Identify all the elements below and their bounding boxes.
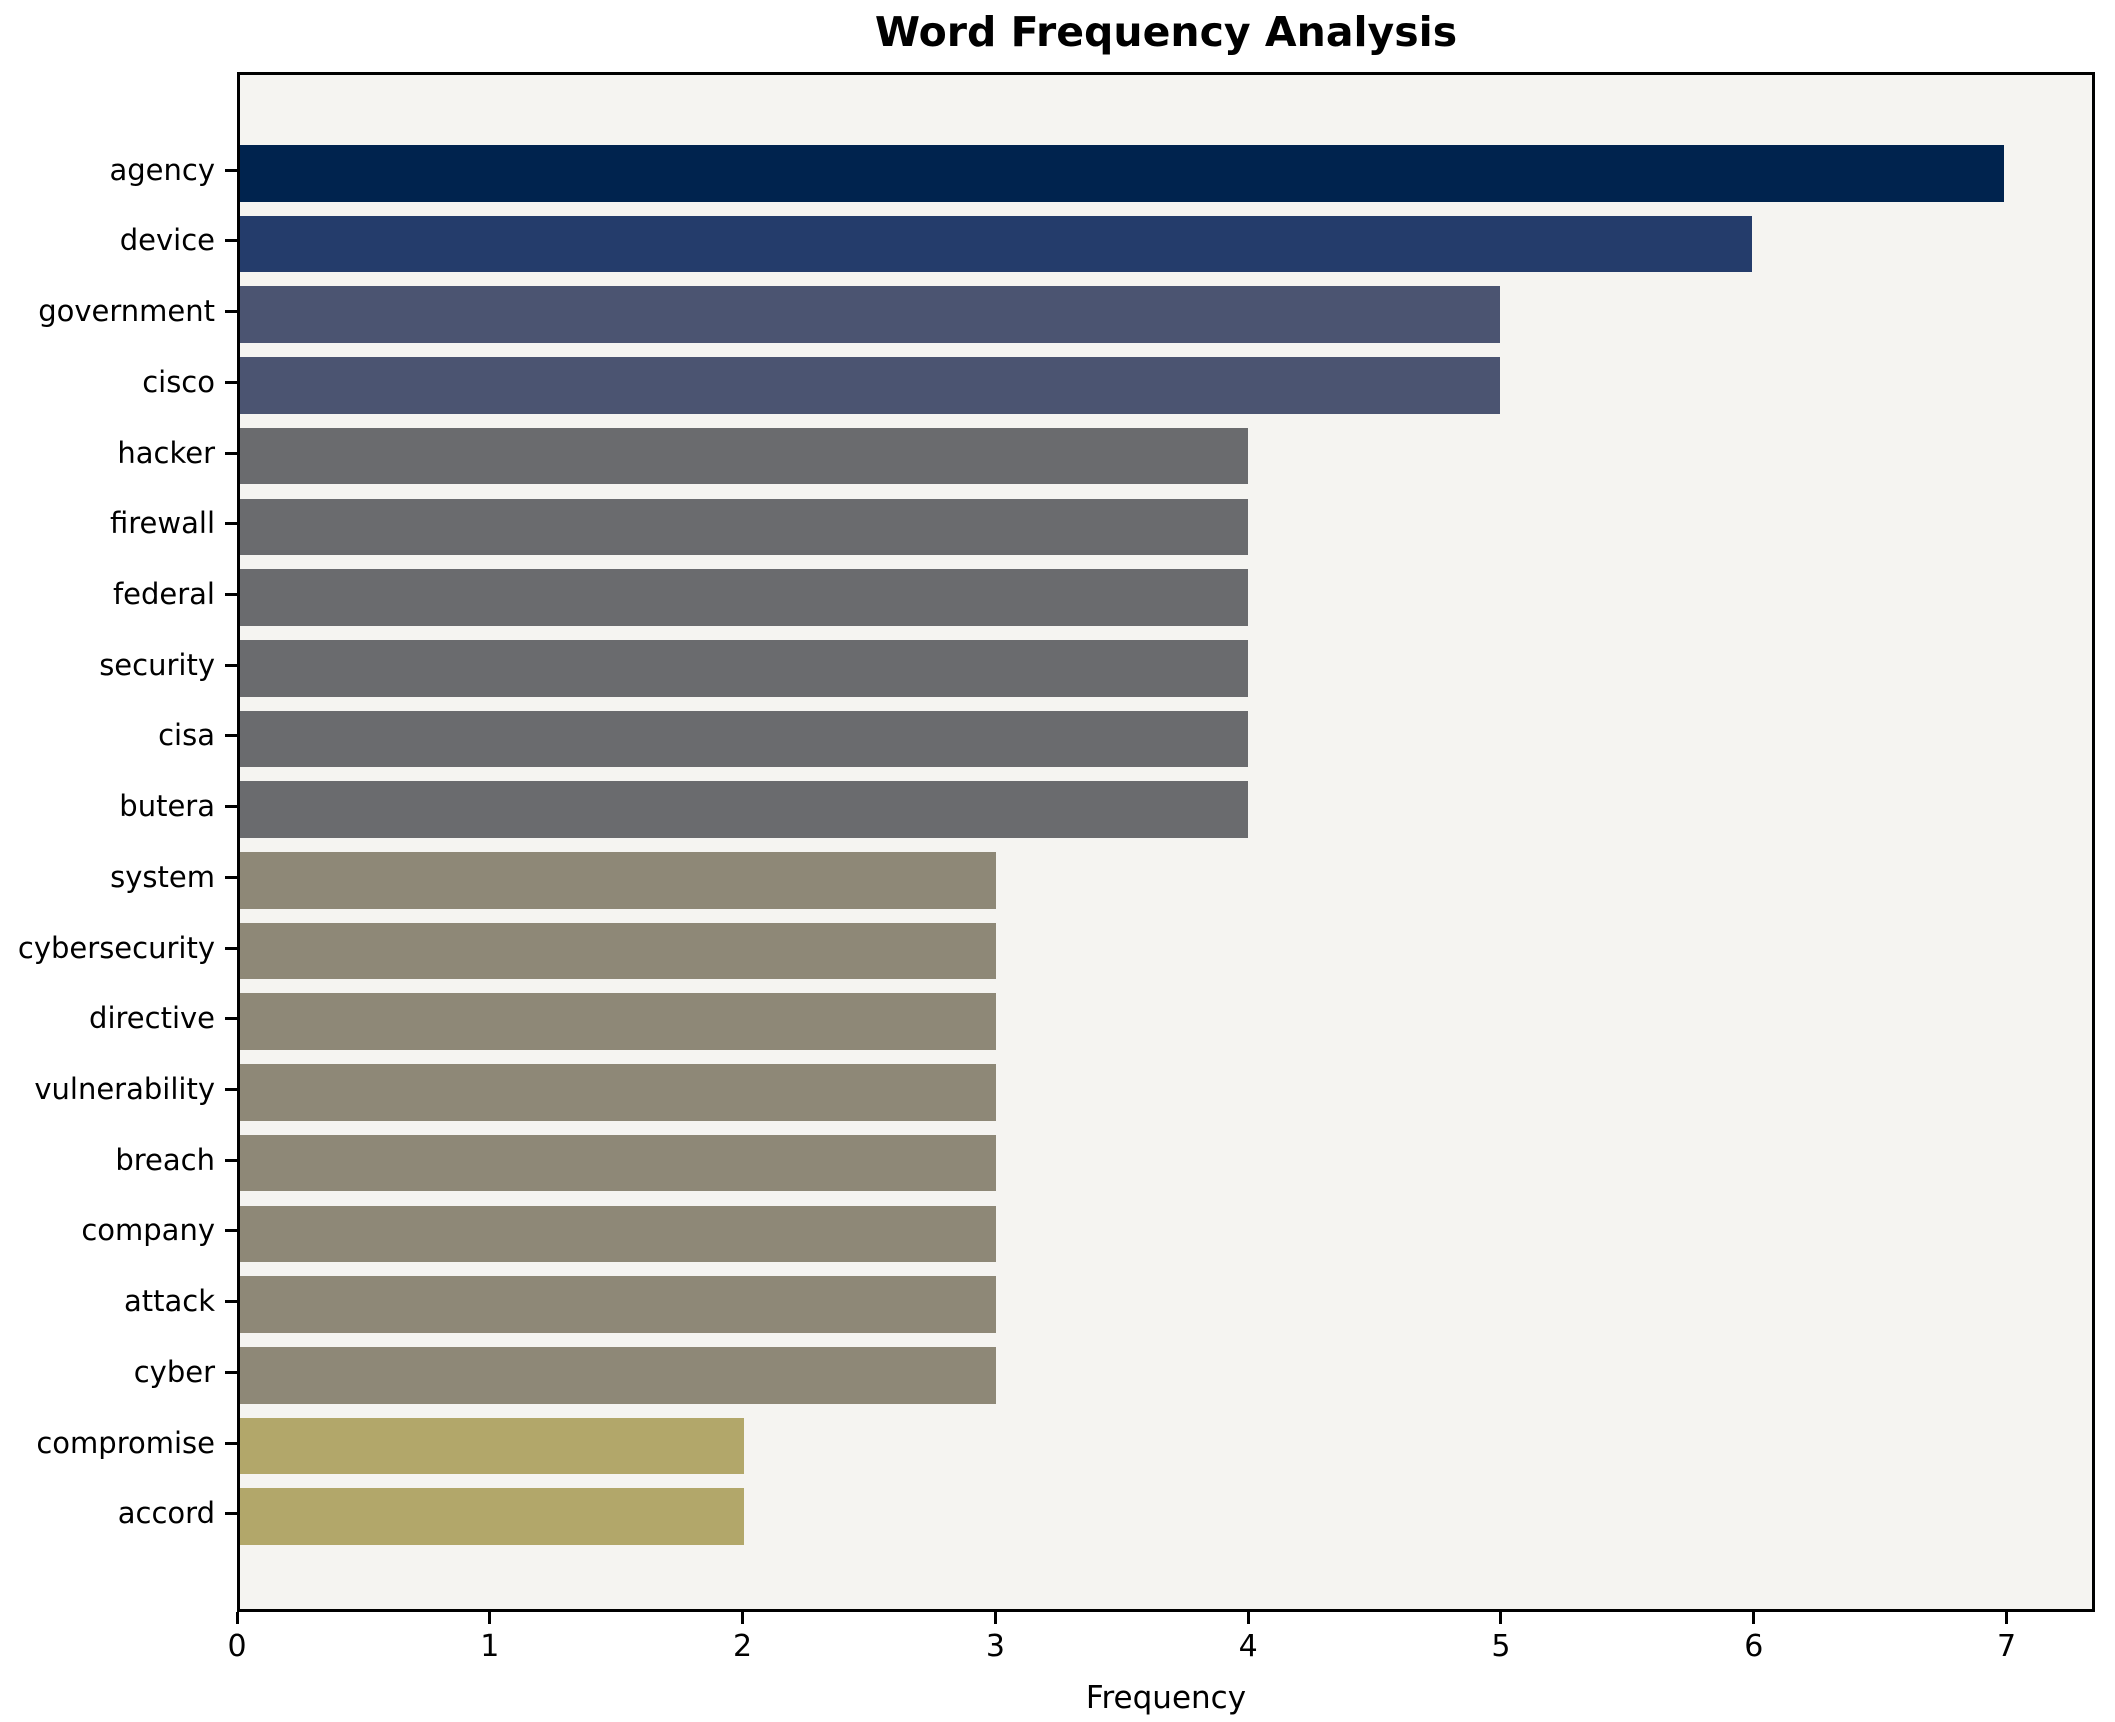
bar-security: [240, 639, 1248, 697]
y-tick-label-security: security: [99, 647, 215, 682]
bar-cyber: [240, 1347, 996, 1404]
y-tick-label-agency: agency: [109, 152, 215, 187]
y-tick-mark: [225, 310, 237, 314]
bar-firewall: [240, 498, 1248, 556]
y-tick-label-breach: breach: [115, 1142, 215, 1177]
bar-attack: [240, 1276, 996, 1333]
y-tick-mark: [225, 451, 237, 455]
bar-breach: [240, 1134, 996, 1192]
bar-vulnerability: [240, 1064, 996, 1121]
x-tick-label-3: 3: [985, 1629, 1005, 1664]
x-tick-label-6: 6: [1744, 1629, 1764, 1664]
y-tick-mark: [225, 1087, 237, 1091]
x-tick-label-2: 2: [733, 1629, 753, 1664]
bar-hacker: [240, 427, 1248, 485]
y-tick-mark: [225, 1370, 237, 1374]
y-tick-label-directive: directive: [89, 1001, 215, 1036]
x-axis-label: Frequency: [1085, 1680, 1247, 1716]
x-tick-mark: [235, 1612, 239, 1624]
y-tick-label-cyber: cyber: [133, 1354, 215, 1389]
y-tick-mark: [225, 946, 237, 950]
x-tick-mark: [993, 1612, 997, 1624]
x-tick-label-5: 5: [1491, 1629, 1511, 1664]
bar-cisa: [240, 710, 1248, 768]
bar-system: [240, 852, 996, 909]
y-tick-label-device: device: [119, 223, 215, 258]
y-tick-label-government: government: [38, 294, 215, 329]
x-tick-label-4: 4: [1238, 1629, 1258, 1664]
bar-compromise: [240, 1417, 744, 1475]
y-tick-mark: [225, 805, 237, 809]
y-tick-mark: [225, 1017, 237, 1021]
bar-company: [240, 1205, 996, 1263]
bar-cybersecurity: [240, 922, 996, 980]
y-tick-mark: [225, 380, 237, 384]
plot-area: [237, 72, 2095, 1612]
y-tick-label-attack: attack: [123, 1284, 215, 1319]
y-tick-mark: [225, 1512, 237, 1516]
y-tick-mark: [225, 663, 237, 667]
bar-butera: [240, 781, 1248, 838]
bar-device: [240, 215, 1752, 273]
y-tick-label-system: system: [110, 859, 215, 894]
chart-title: Word Frequency Analysis: [874, 8, 1458, 56]
y-tick-mark: [225, 168, 237, 172]
y-tick-mark: [225, 1441, 237, 1445]
bar-government: [240, 286, 1500, 343]
x-tick-mark: [1246, 1612, 1250, 1624]
x-tick-mark: [1752, 1612, 1756, 1624]
y-tick-mark: [225, 239, 237, 243]
x-tick-mark: [2005, 1612, 2009, 1624]
y-tick-label-cisco: cisco: [142, 364, 215, 399]
x-tick-mark: [1499, 1612, 1503, 1624]
x-tick-label-1: 1: [480, 1629, 500, 1664]
y-tick-label-accord: accord: [117, 1496, 215, 1531]
y-tick-mark: [225, 593, 237, 597]
y-tick-label-butera: butera: [119, 789, 215, 824]
y-tick-mark: [225, 734, 237, 738]
y-tick-mark: [225, 1158, 237, 1162]
y-tick-mark: [225, 875, 237, 879]
y-tick-mark: [225, 522, 237, 526]
x-tick-label-0: 0: [227, 1629, 247, 1664]
bar-agency: [240, 145, 2004, 202]
bar-federal: [240, 569, 1248, 626]
x-tick-mark: [488, 1612, 492, 1624]
bar-cisco: [240, 357, 1500, 414]
y-tick-label-cisa: cisa: [158, 718, 215, 753]
y-tick-mark: [225, 1300, 237, 1304]
y-tick-label-firewall: firewall: [110, 506, 215, 541]
x-tick-label-7: 7: [1996, 1629, 2017, 1664]
y-tick-label-federal: federal: [112, 577, 215, 612]
y-tick-label-vulnerability: vulnerability: [34, 1071, 215, 1106]
x-tick-mark: [741, 1612, 745, 1624]
bar-accord: [240, 1488, 744, 1545]
y-tick-label-compromise: compromise: [36, 1425, 215, 1460]
y-tick-label-cybersecurity: cybersecurity: [17, 930, 215, 965]
y-tick-label-hacker: hacker: [117, 435, 215, 470]
y-tick-label-company: company: [81, 1213, 215, 1248]
y-tick-mark: [225, 1229, 237, 1233]
bar-directive: [240, 993, 996, 1051]
